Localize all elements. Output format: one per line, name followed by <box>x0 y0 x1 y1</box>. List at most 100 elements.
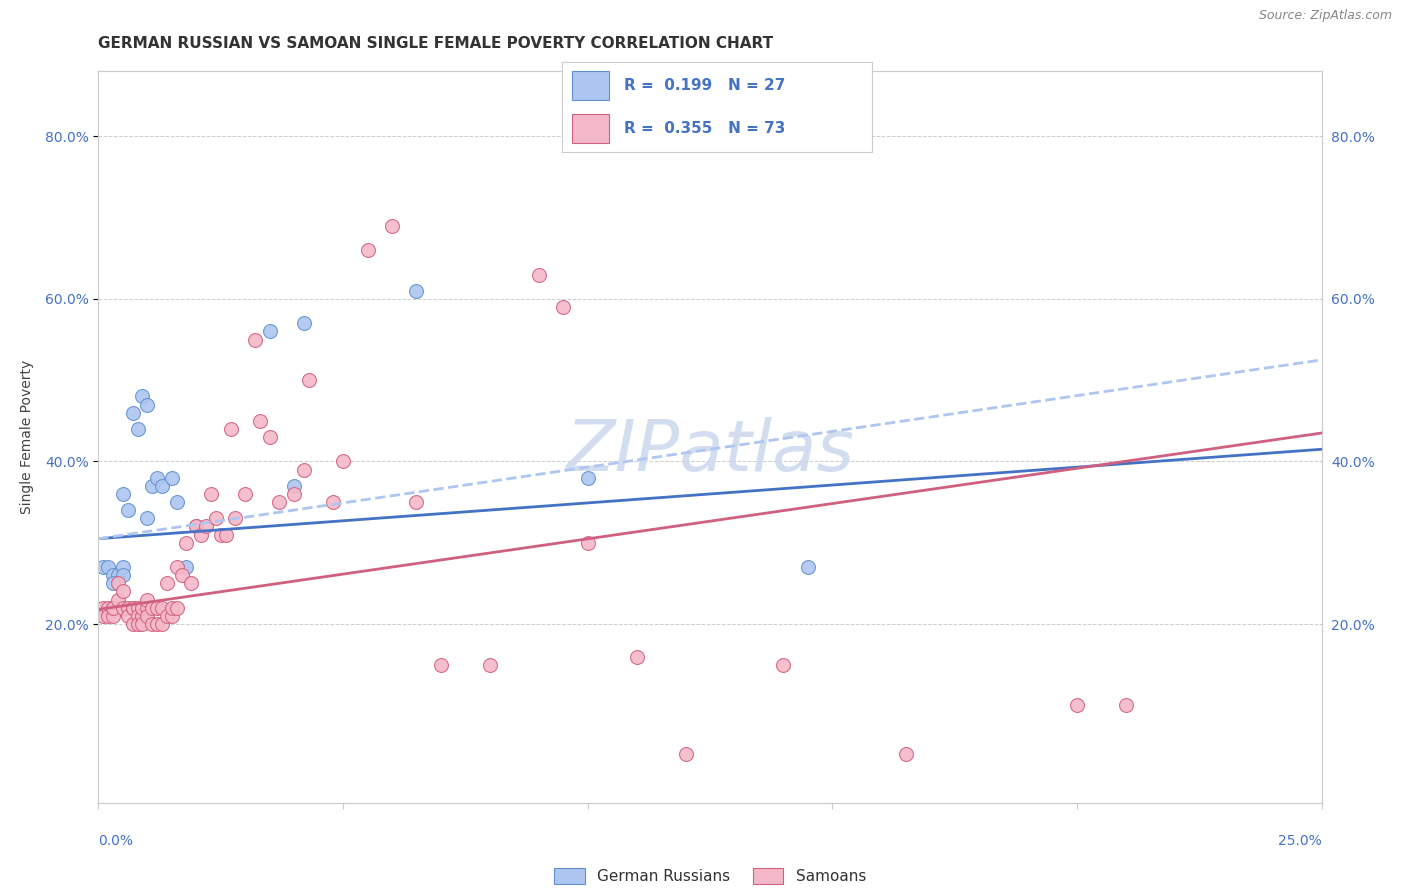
Point <box>259 430 281 444</box>
Point <box>136 600 159 615</box>
Point <box>101 600 124 615</box>
Point <box>214 527 236 541</box>
Point <box>166 495 188 509</box>
Point <box>146 471 169 485</box>
Point <box>292 462 315 476</box>
Point <box>233 487 256 501</box>
Point <box>131 600 153 615</box>
Point <box>180 576 202 591</box>
Point <box>219 422 242 436</box>
Point <box>283 487 305 501</box>
Point <box>797 560 820 574</box>
FancyBboxPatch shape <box>572 114 609 143</box>
Point <box>141 617 163 632</box>
Point <box>405 495 427 509</box>
Point <box>111 584 134 599</box>
Point <box>107 568 129 582</box>
Point <box>356 243 378 257</box>
Point <box>322 495 344 509</box>
Point <box>170 568 193 582</box>
Point <box>127 608 149 623</box>
Point <box>156 608 179 623</box>
Point <box>298 373 321 387</box>
Point <box>136 592 159 607</box>
Point <box>430 657 453 672</box>
Point <box>121 600 143 615</box>
Point <box>259 325 281 339</box>
Point <box>283 479 305 493</box>
Point <box>332 454 354 468</box>
Point <box>91 600 114 615</box>
Point <box>186 519 208 533</box>
Point <box>97 560 120 574</box>
Point <box>146 600 169 615</box>
Point <box>136 511 159 525</box>
Point <box>136 608 159 623</box>
Point <box>269 495 291 509</box>
Point <box>675 747 697 761</box>
Point <box>209 527 232 541</box>
Point <box>107 576 129 591</box>
Point <box>127 600 149 615</box>
Point <box>150 479 173 493</box>
Text: Source: ZipAtlas.com: Source: ZipAtlas.com <box>1258 9 1392 22</box>
Point <box>166 560 188 574</box>
Point <box>205 511 228 525</box>
Point <box>101 600 124 615</box>
Point <box>186 519 208 533</box>
Text: R =  0.199   N = 27: R = 0.199 N = 27 <box>624 78 786 93</box>
Point <box>141 600 163 615</box>
Point <box>131 389 153 403</box>
Point <box>107 592 129 607</box>
Point <box>131 608 153 623</box>
Point <box>772 657 794 672</box>
Point <box>150 600 173 615</box>
Point <box>117 503 139 517</box>
Legend: German Russians, Samoans: German Russians, Samoans <box>548 862 872 890</box>
Point <box>190 527 212 541</box>
Point <box>166 600 188 615</box>
Point <box>626 649 648 664</box>
Point <box>121 617 143 632</box>
Point <box>1115 698 1137 713</box>
Point <box>121 406 143 420</box>
Point <box>176 535 198 549</box>
Point <box>527 268 550 282</box>
Point <box>553 300 575 314</box>
Point <box>576 471 599 485</box>
Point <box>150 617 173 632</box>
Point <box>101 576 124 591</box>
Point <box>136 398 159 412</box>
FancyBboxPatch shape <box>572 71 609 100</box>
Point <box>97 608 120 623</box>
Y-axis label: Single Female Poverty: Single Female Poverty <box>20 360 34 514</box>
Point <box>121 600 143 615</box>
Point <box>117 608 139 623</box>
Point <box>381 219 404 233</box>
Point <box>243 333 266 347</box>
Text: 0.0%: 0.0% <box>98 834 134 848</box>
Point <box>127 617 149 632</box>
Point <box>478 657 501 672</box>
Point <box>160 471 183 485</box>
Text: 25.0%: 25.0% <box>1278 834 1322 848</box>
Point <box>405 284 427 298</box>
Point <box>127 422 149 436</box>
Point <box>224 511 246 525</box>
Point <box>146 617 169 632</box>
Point <box>91 608 114 623</box>
Point <box>160 608 183 623</box>
Point <box>131 617 153 632</box>
Point <box>195 519 218 533</box>
Point <box>576 535 599 549</box>
Point <box>117 600 139 615</box>
Text: ZIPatlas: ZIPatlas <box>565 417 855 486</box>
Point <box>111 560 134 574</box>
Text: R =  0.355   N = 73: R = 0.355 N = 73 <box>624 121 786 136</box>
Point <box>176 560 198 574</box>
Point <box>111 487 134 501</box>
Point <box>249 414 271 428</box>
Point <box>292 316 315 330</box>
Point <box>160 600 183 615</box>
Point <box>200 487 222 501</box>
